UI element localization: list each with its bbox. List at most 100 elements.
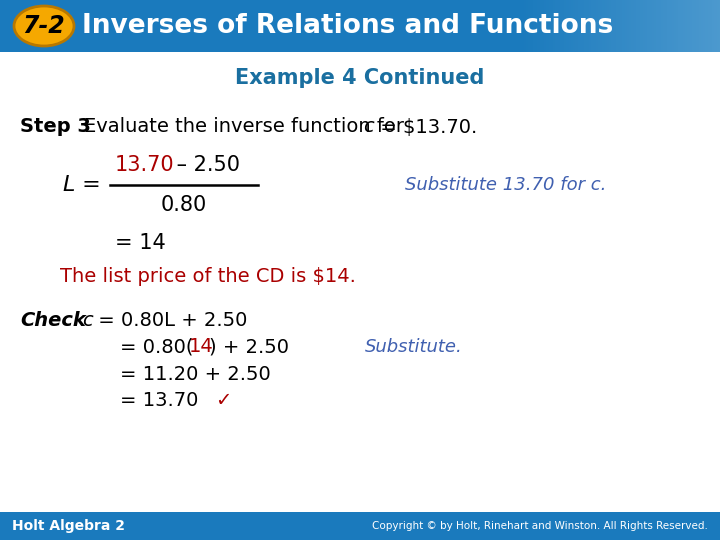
Bar (573, 0, 574, 52)
Text: c: c (82, 310, 93, 329)
Bar (671, 0, 672, 52)
Bar (612, 0, 613, 52)
Bar (702, 0, 703, 52)
Bar (555, 0, 556, 52)
Bar (538, 0, 539, 52)
Bar (617, 0, 618, 52)
Bar (522, 0, 523, 52)
Bar (662, 0, 663, 52)
Text: 14: 14 (189, 338, 214, 356)
Bar (595, 0, 596, 52)
Bar (528, 0, 529, 52)
Bar (687, 0, 688, 52)
Bar (710, 0, 711, 52)
Bar (695, 0, 696, 52)
Bar (620, 0, 621, 52)
Bar (606, 0, 607, 52)
Bar (566, 0, 567, 52)
Bar (605, 0, 606, 52)
Bar (618, 0, 619, 52)
Bar (661, 0, 662, 52)
Bar (609, 0, 610, 52)
Bar (657, 0, 658, 52)
Bar (692, 0, 693, 52)
Bar (682, 0, 683, 52)
Bar (525, 0, 526, 52)
Bar (582, 0, 583, 52)
Text: c: c (363, 118, 374, 137)
Bar (546, 0, 547, 52)
Bar (697, 0, 698, 52)
Bar (557, 0, 558, 52)
Text: =: = (75, 175, 101, 195)
Bar (625, 0, 626, 52)
Bar (531, 0, 532, 52)
Bar (651, 0, 652, 52)
Bar (530, 0, 531, 52)
Bar (669, 0, 670, 52)
Bar (656, 0, 657, 52)
Bar (634, 0, 635, 52)
Bar (680, 0, 681, 52)
Bar (711, 0, 712, 52)
Bar (0, 512, 720, 540)
Bar (716, 0, 717, 52)
Bar (607, 0, 608, 52)
Bar (706, 0, 707, 52)
Bar (584, 0, 585, 52)
Bar (553, 0, 554, 52)
Bar (604, 0, 605, 52)
Text: Check: Check (20, 310, 86, 329)
Bar (675, 0, 676, 52)
Bar (592, 0, 593, 52)
Bar (632, 0, 633, 52)
Text: 13.70: 13.70 (115, 155, 175, 175)
Bar (667, 0, 668, 52)
Bar (673, 0, 674, 52)
Bar (616, 0, 617, 52)
Bar (521, 0, 522, 52)
Bar (698, 0, 699, 52)
Bar (596, 0, 597, 52)
Bar (520, 0, 521, 52)
Bar (536, 0, 537, 52)
Bar (626, 0, 627, 52)
Text: = $13.70.: = $13.70. (374, 118, 477, 137)
Bar (552, 0, 553, 52)
Bar (714, 0, 715, 52)
Bar (613, 0, 614, 52)
Bar (713, 0, 714, 52)
Bar (548, 0, 549, 52)
Bar (554, 0, 555, 52)
Bar (718, 0, 719, 52)
Bar (654, 0, 655, 52)
Bar (663, 0, 664, 52)
Bar (577, 0, 578, 52)
Bar (586, 0, 587, 52)
Bar (641, 0, 642, 52)
Bar (572, 0, 573, 52)
Bar (526, 0, 527, 52)
Bar (593, 0, 594, 52)
Bar (643, 0, 644, 52)
Bar (560, 0, 561, 52)
Bar (650, 0, 651, 52)
Bar (700, 0, 701, 52)
Bar (676, 0, 677, 52)
Bar (645, 0, 646, 52)
Bar (550, 0, 551, 52)
Bar (610, 0, 611, 52)
Text: ) + 2.50: ) + 2.50 (209, 338, 289, 356)
Bar (679, 0, 680, 52)
Bar (633, 0, 634, 52)
Bar (683, 0, 684, 52)
Bar (576, 0, 577, 52)
Bar (639, 0, 640, 52)
Bar (597, 0, 598, 52)
Bar (529, 0, 530, 52)
Bar (646, 0, 647, 52)
Bar (689, 0, 690, 52)
Bar (611, 0, 612, 52)
Text: = 0.80L + 2.50: = 0.80L + 2.50 (92, 310, 248, 329)
Text: – 2.50: – 2.50 (170, 155, 240, 175)
